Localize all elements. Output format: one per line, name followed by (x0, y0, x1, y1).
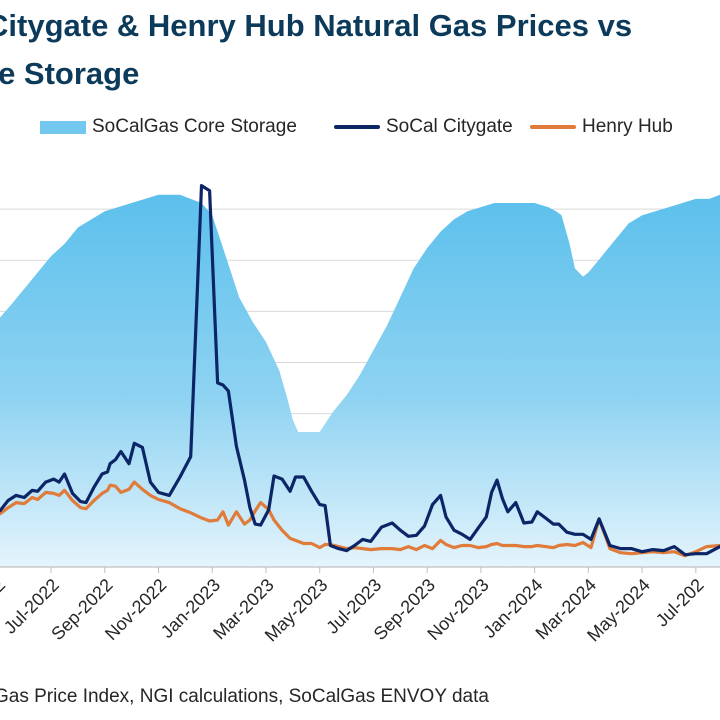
chart-legend: SoCalGas Core Storage SoCal Citygate Hen… (0, 116, 720, 142)
legend-item-citygate: SoCal Citygate (334, 116, 513, 138)
x-tick-label: Jul-202 (652, 575, 708, 631)
legend-label-henry-hub: Henry Hub (582, 116, 673, 137)
legend-item-henry-hub: Henry Hub (530, 116, 673, 138)
chart-title-line-2: re Storage (0, 56, 140, 91)
legend-item-storage: SoCalGas Core Storage (40, 116, 297, 138)
chart-title: Citygate & Henry Hub Natural Gas Prices … (0, 2, 720, 98)
price-storage-chart: -2022Jul-2022Sep-2022Nov-2022Jan-2023Mar… (0, 184, 720, 645)
source-note: Gas Price Index, NGI calculations, SoCal… (0, 686, 489, 707)
legend-label-citygate: SoCal Citygate (386, 116, 513, 137)
legend-label-storage: SoCalGas Core Storage (92, 116, 297, 137)
chart-title-line-1: Citygate & Henry Hub Natural Gas Prices … (0, 8, 633, 43)
legend-swatch-storage (40, 120, 86, 134)
series-line-citygate (0, 184, 720, 557)
series-area-storage (0, 194, 720, 568)
legend-swatch-henry-hub (530, 125, 576, 129)
legend-swatch-citygate (334, 125, 380, 129)
